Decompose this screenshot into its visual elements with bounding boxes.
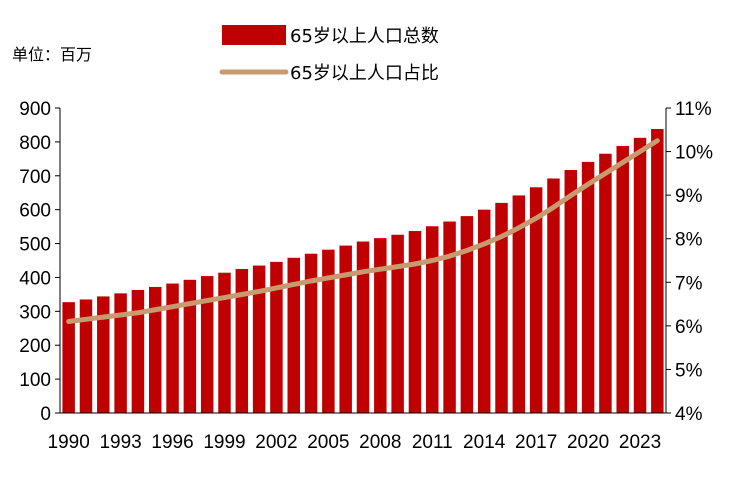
y-left-tick-label: 0 bbox=[40, 404, 51, 425]
y-left-tick-label: 700 bbox=[19, 167, 51, 188]
x-tick-label: 2008 bbox=[359, 432, 401, 453]
bar-1997 bbox=[183, 279, 197, 413]
bar-2002 bbox=[270, 261, 283, 413]
legend-label-ratio: 65岁以上人口占比 bbox=[290, 63, 439, 84]
bar-1990 bbox=[62, 302, 75, 413]
bar-2016 bbox=[512, 195, 526, 413]
bar-2022 bbox=[616, 145, 629, 413]
bar-1996 bbox=[166, 283, 179, 413]
y-right-tick-label: 10% bbox=[675, 143, 713, 164]
y-right-tick-label: 6% bbox=[675, 317, 703, 338]
y-right-tick-label: 5% bbox=[675, 360, 703, 381]
bar-2021 bbox=[599, 153, 612, 413]
x-tick-label: 2011 bbox=[412, 432, 453, 453]
bar-2017 bbox=[529, 187, 543, 413]
y-right-tick-label: 11% bbox=[675, 99, 712, 120]
x-tick-label: 2014 bbox=[463, 432, 506, 453]
bar-2024 bbox=[651, 129, 664, 413]
bar-1998 bbox=[200, 276, 214, 413]
bar-2012 bbox=[443, 221, 456, 413]
bar-2009 bbox=[391, 234, 404, 413]
x-tick-label: 2002 bbox=[255, 432, 297, 453]
x-tick-label: 2005 bbox=[307, 432, 349, 453]
x-tick-label: 2017 bbox=[515, 432, 557, 453]
y-right-tick-label: 4% bbox=[675, 404, 703, 425]
y-right-tick-label: 8% bbox=[675, 230, 703, 251]
bar-2013 bbox=[460, 216, 474, 413]
bar-2001 bbox=[252, 265, 266, 413]
y-left-tick-label: 300 bbox=[19, 302, 51, 323]
legend-label-total: 65岁以上人口总数 bbox=[290, 26, 439, 47]
bar-1991 bbox=[79, 299, 93, 413]
bar-1999 bbox=[218, 272, 231, 413]
y-right-tick-label: 9% bbox=[675, 186, 703, 207]
unit-label: 单位：百万 bbox=[12, 45, 92, 64]
bar-2019 bbox=[564, 170, 578, 413]
bar-2011 bbox=[426, 226, 439, 413]
y-left-tick-label: 800 bbox=[19, 133, 51, 154]
bar-2018 bbox=[547, 178, 560, 413]
x-tick-label: 2023 bbox=[619, 432, 661, 453]
bar-2010 bbox=[408, 231, 422, 413]
y-left-tick-label: 900 bbox=[19, 99, 51, 120]
legend-bar-swatch bbox=[222, 25, 286, 45]
bar-2008 bbox=[374, 238, 387, 413]
bar-2005 bbox=[322, 249, 335, 413]
bar-2004 bbox=[304, 253, 318, 413]
y-left-tick-label: 100 bbox=[19, 370, 51, 391]
x-tick-label: 1990 bbox=[48, 432, 90, 453]
y-left-tick-label: 200 bbox=[19, 336, 51, 357]
bar-1995 bbox=[149, 286, 162, 413]
bar-2014 bbox=[477, 209, 491, 413]
bar-1992 bbox=[97, 296, 110, 413]
x-tick-label: 1996 bbox=[151, 432, 193, 453]
x-tick-label: 1993 bbox=[99, 432, 141, 453]
x-tick-label: 2020 bbox=[567, 432, 609, 453]
bar-2007 bbox=[356, 241, 370, 413]
bar-2015 bbox=[495, 202, 508, 413]
bar-2000 bbox=[235, 268, 249, 413]
bar-2020 bbox=[581, 161, 595, 413]
x-tick-label: 1999 bbox=[203, 432, 245, 453]
bar-2006 bbox=[339, 245, 352, 413]
bar-1993 bbox=[114, 293, 127, 413]
y-right-tick-label: 7% bbox=[675, 273, 703, 294]
y-left-tick-label: 400 bbox=[19, 268, 51, 289]
legend: 65岁以上人口总数 65岁以上人口占比 bbox=[219, 25, 439, 84]
y-left-tick-label: 600 bbox=[19, 201, 51, 222]
bar-2003 bbox=[287, 257, 300, 413]
plot-area: 0 100 200 300 400 500 600 700 800 900 4% 5% 6% 7% 8% 9%… bbox=[19, 99, 713, 453]
bar-1994 bbox=[131, 289, 145, 413]
bar-2023 bbox=[633, 137, 647, 413]
y-left-tick-label: 500 bbox=[19, 235, 51, 256]
